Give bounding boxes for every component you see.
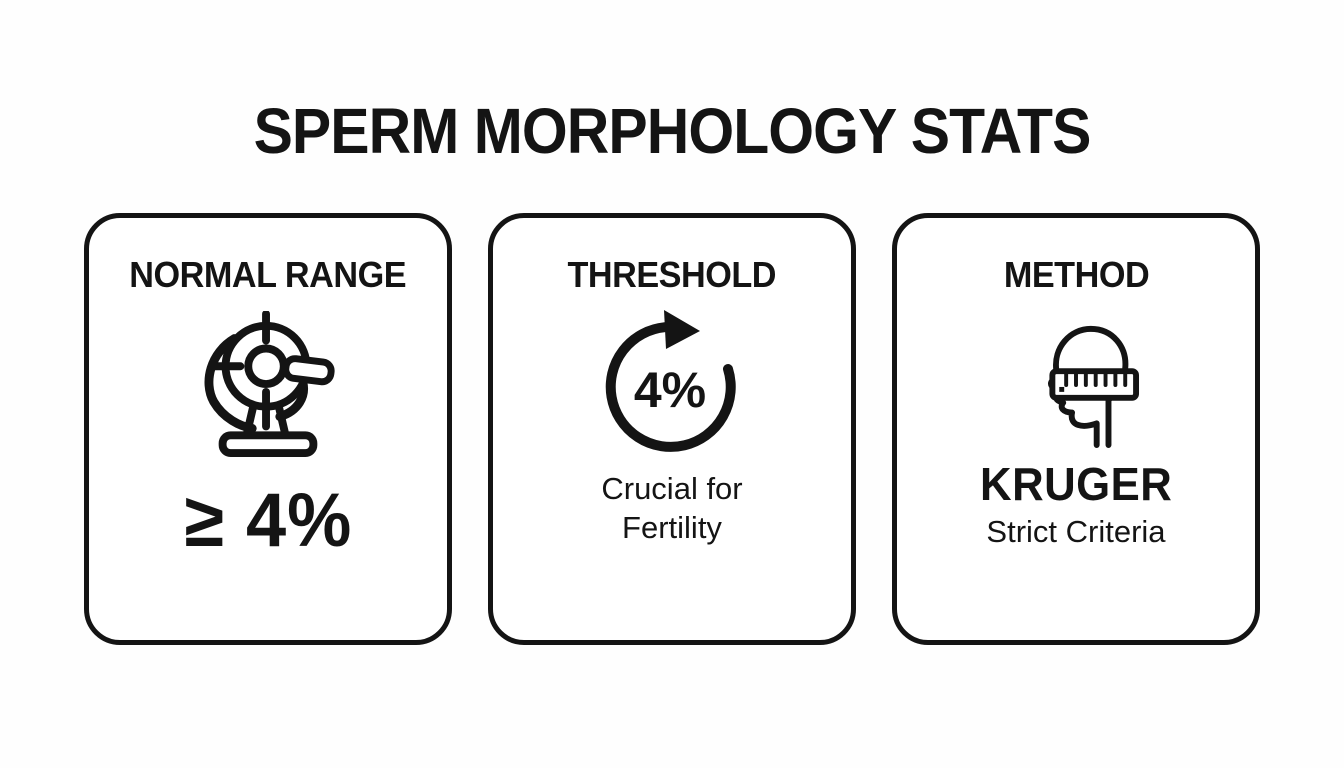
method-caption: Strict Criteria bbox=[986, 514, 1166, 549]
card-heading: NORMAL RANGE bbox=[129, 254, 407, 295]
caption-line: Crucial for bbox=[601, 471, 743, 506]
threshold-icon-value: 4% bbox=[633, 362, 705, 418]
page-title: SPERM MORPHOLOGY STATS bbox=[253, 95, 1092, 167]
card-heading: METHOD bbox=[1003, 254, 1149, 295]
card-heading: THRESHOLD bbox=[567, 254, 777, 295]
infographic: SPERM MORPHOLOGY STATS NORMAL RANGE bbox=[0, 96, 1344, 768]
threshold-caption: Crucial for Fertility bbox=[601, 469, 742, 547]
card-threshold: THRESHOLD 4% Crucial for Fertility bbox=[488, 213, 856, 645]
head-measure-icon bbox=[1011, 319, 1141, 449]
card-normal-range: NORMAL RANGE bbox=[84, 213, 452, 645]
method-value: KRUGER bbox=[979, 458, 1173, 510]
circular-arrow-icon: 4% bbox=[590, 305, 755, 457]
normal-range-value: ≥ 4% bbox=[184, 478, 352, 563]
microscope-target-icon bbox=[197, 311, 339, 459]
caption-line: Fertility bbox=[622, 510, 722, 545]
stat-cards-row: NORMAL RANGE bbox=[0, 213, 1344, 645]
card-method: METHOD KRUGER Strict Cri bbox=[892, 213, 1260, 645]
